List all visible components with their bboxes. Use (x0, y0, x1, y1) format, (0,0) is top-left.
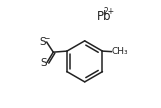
Text: S: S (40, 37, 46, 47)
Text: S: S (40, 58, 47, 68)
Text: 2+: 2+ (103, 7, 115, 16)
Text: −: − (43, 34, 50, 43)
Text: CH₃: CH₃ (112, 47, 129, 56)
Text: Pb: Pb (97, 10, 111, 23)
